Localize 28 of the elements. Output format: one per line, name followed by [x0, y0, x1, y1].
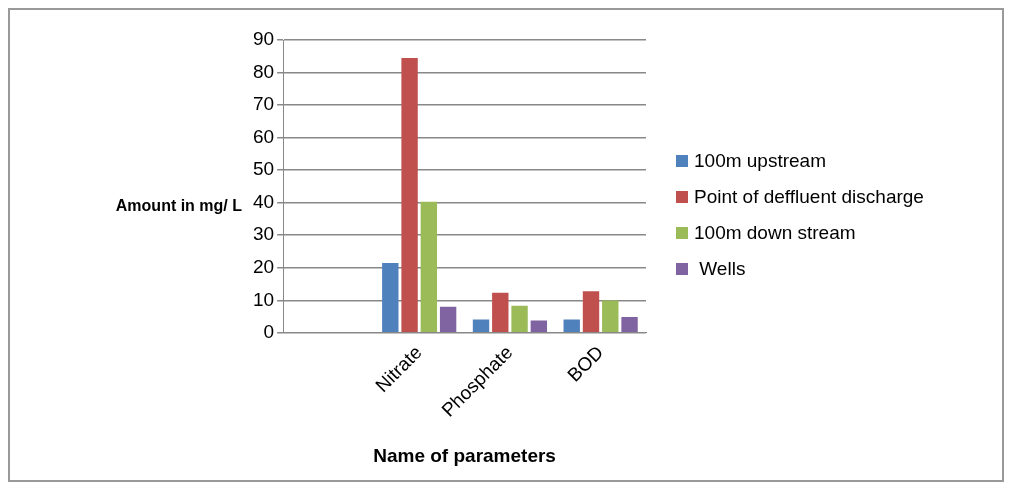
bar [472, 319, 490, 333]
bar [511, 305, 528, 333]
y-tick-label: 20 [252, 256, 275, 277]
y-tick-label: 10 [252, 288, 275, 310]
bar [621, 316, 638, 333]
bar [530, 320, 548, 333]
y-axis-title: Amount in mg/ L [115, 196, 243, 214]
bar [401, 57, 418, 333]
y-tick-label: 40 [252, 190, 275, 212]
y-tick-label: 0 [263, 321, 275, 343]
y-tick-label: 90 [252, 28, 275, 50]
legend-label: 100m upstream [694, 150, 827, 172]
y-tick-label: 50 [252, 158, 275, 180]
bar [582, 291, 600, 333]
bar [439, 306, 457, 333]
bar [602, 300, 619, 333]
y-tick-label: 70 [252, 93, 275, 115]
y-tick-label: 30 [252, 223, 275, 245]
legend-label: 100m down stream [694, 222, 856, 244]
legend-label: Wells [698, 258, 746, 280]
legend-label: Point of deffluent discharge [694, 186, 924, 208]
x-axis-title: Name of parameters [373, 444, 556, 466]
bar [420, 201, 438, 333]
bar [492, 292, 509, 333]
bar [382, 262, 399, 333]
y-tick-label: 60 [252, 125, 275, 147]
bar [563, 319, 580, 333]
y-tick-label: 80 [252, 60, 275, 82]
